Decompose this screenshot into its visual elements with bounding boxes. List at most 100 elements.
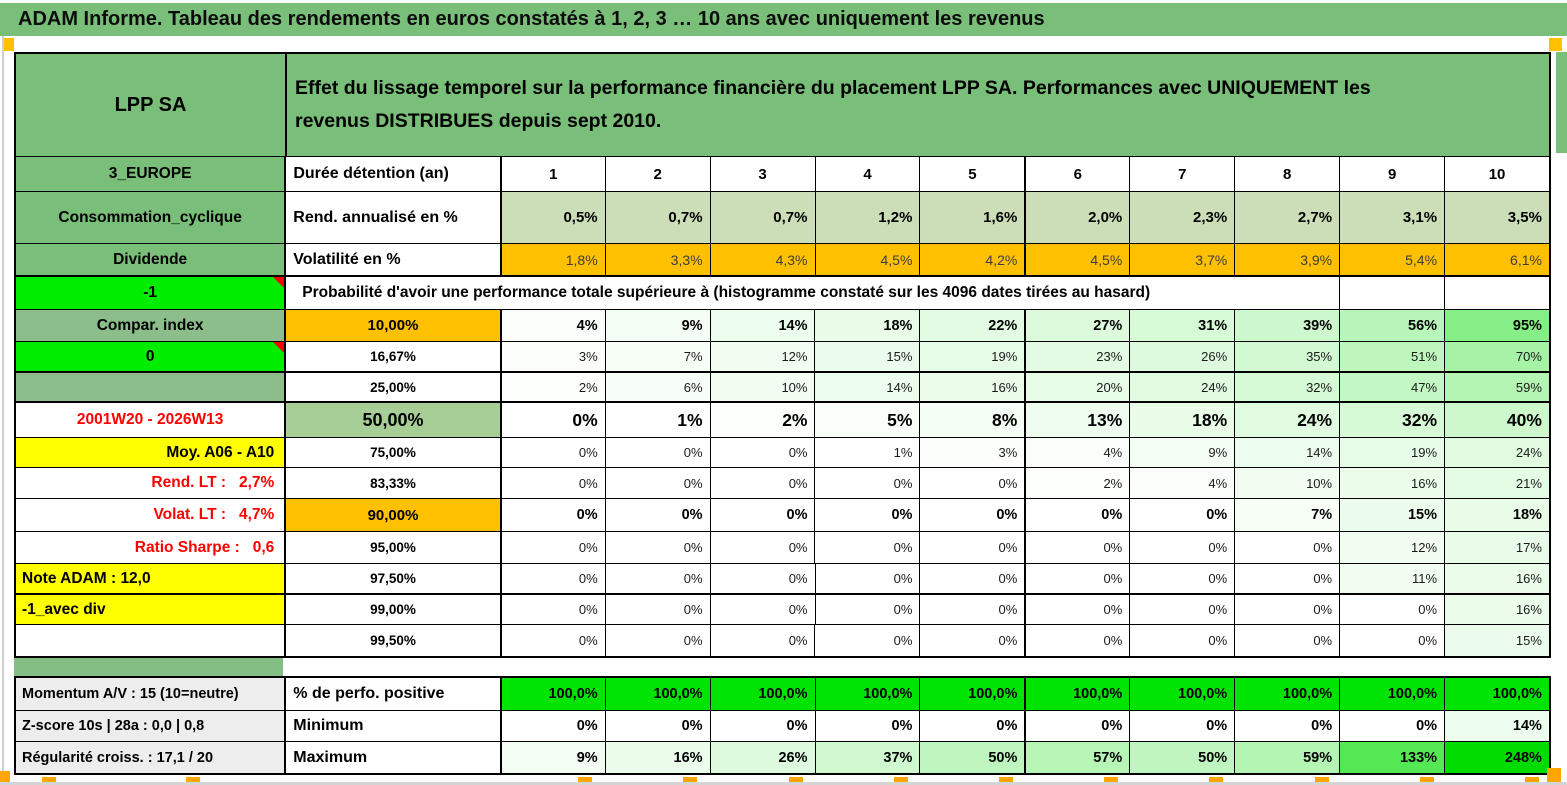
row-label-p16_67[interactable]: 0	[16, 342, 285, 371]
cell-p95-y4[interactable]: 0%	[814, 532, 920, 563]
cell-p75-y1[interactable]: 0%	[499, 438, 605, 467]
row-label-p83_33[interactable]: Rend. LT : 2,7%	[151, 474, 275, 491]
cell-p25-y6[interactable]: 20%	[1024, 373, 1130, 401]
cell-p97_5-y4[interactable]: 0%	[814, 564, 920, 593]
cell-maximum-y10[interactable]: 248%	[1444, 742, 1549, 773]
cell-annualized_return-y9[interactable]: 3,1%	[1339, 192, 1445, 243]
cell-volatility-y6[interactable]: 4,5%	[1024, 244, 1130, 275]
row-header-p10[interactable]: 10,00%	[284, 310, 500, 341]
row-header-p25[interactable]: 25,00%	[284, 373, 499, 401]
row-header-p50[interactable]: 50,00%	[284, 403, 500, 437]
cell-p25-y4[interactable]: 14%	[814, 373, 920, 401]
row-label-minimum[interactable]: Z-score 10s | 28a : 0,0 | 0,8	[16, 711, 285, 741]
cell-p83_33-y2[interactable]: 0%	[604, 468, 710, 498]
cell-p16_67-y3[interactable]: 12%	[709, 342, 815, 371]
cell-minimum-y1[interactable]: 0%	[499, 711, 605, 741]
cell-positive_share-y7[interactable]: 100,0%	[1129, 678, 1235, 710]
cell-positive_share-y8[interactable]: 100,0%	[1234, 678, 1340, 710]
row-label-positive_share[interactable]: Momentum A/V : 15 (10=neutre)	[16, 678, 285, 710]
cell-p50-y6[interactable]: 13%	[1024, 403, 1130, 437]
cell-p97_5-y3[interactable]: 0%	[709, 564, 815, 593]
row-header-duration[interactable]: Durée détention (an)	[284, 157, 499, 191]
cell-p75-y2[interactable]: 0%	[604, 438, 710, 467]
cell-duration-y5[interactable]: 5	[919, 157, 1024, 191]
cell-positive_share-y5[interactable]: 100,0%	[919, 678, 1025, 710]
cell-annualized_return-y7[interactable]: 2,3%	[1129, 192, 1235, 243]
cell-p50-y8[interactable]: 24%	[1234, 403, 1340, 437]
cell-p90-y4[interactable]: 0%	[814, 499, 920, 531]
cell-maximum-y6[interactable]: 57%	[1024, 742, 1130, 773]
cell-p95-y7[interactable]: 0%	[1129, 532, 1235, 563]
cell-p90-y3[interactable]: 0%	[709, 499, 815, 531]
cell-minimum-y7[interactable]: 0%	[1129, 711, 1235, 741]
cell-maximum-y4[interactable]: 37%	[814, 742, 920, 773]
cell-p16_67-y5[interactable]: 19%	[919, 342, 1025, 371]
cell-p99_5-y6[interactable]: 0%	[1024, 625, 1130, 656]
cell-maximum-y8[interactable]: 59%	[1234, 742, 1340, 773]
row-label-maximum[interactable]: Régularité croiss. : 17,1 / 20	[16, 742, 285, 773]
cell-p10-y4[interactable]: 18%	[814, 310, 920, 341]
cell-p10-y5[interactable]: 22%	[919, 310, 1025, 341]
row-header-p99[interactable]: 99,00%	[284, 595, 499, 624]
cell-p10-y9[interactable]: 56%	[1339, 310, 1445, 341]
instrument-name-cell[interactable]: LPP SA	[16, 54, 285, 156]
cell-p90-y8[interactable]: 7%	[1234, 499, 1340, 531]
cell-p75-y8[interactable]: 14%	[1234, 438, 1340, 467]
cell-p16_67-y1[interactable]: 3%	[499, 342, 605, 371]
cell-p75-y6[interactable]: 4%	[1024, 438, 1130, 467]
cell-p25-y8[interactable]: 32%	[1234, 373, 1340, 401]
cell-p99-y2[interactable]: 0%	[604, 595, 710, 624]
cell-maximum-y7[interactable]: 50%	[1129, 742, 1235, 773]
cell-p25-y2[interactable]: 6%	[604, 373, 710, 401]
cell-volatility-y3[interactable]: 4,3%	[709, 244, 815, 275]
cell-p99_5-y9[interactable]: 0%	[1339, 625, 1445, 656]
row-header-p90[interactable]: 90,00%	[284, 499, 500, 531]
cell-p25-y7[interactable]: 24%	[1129, 373, 1235, 401]
row-label-p99_5[interactable]	[16, 625, 284, 656]
row-header-annualized_return[interactable]: Rend. annualisé en %	[284, 192, 499, 243]
cell-minimum-y10[interactable]: 14%	[1444, 711, 1549, 741]
cell-positive_share-y9[interactable]: 100,0%	[1339, 678, 1445, 710]
row-label-volatility[interactable]: Dividende	[16, 244, 285, 275]
cell-p75-y10[interactable]: 24%	[1444, 438, 1549, 467]
cell-p10-y3[interactable]: 14%	[709, 310, 815, 341]
cell-p16_67-y6[interactable]: 23%	[1024, 342, 1130, 371]
cell-p75-y3[interactable]: 0%	[709, 438, 815, 467]
cell-p90-y5[interactable]: 0%	[919, 499, 1025, 531]
cell-p95-y2[interactable]: 0%	[604, 532, 710, 563]
cell-p90-y6[interactable]: 0%	[1024, 499, 1130, 531]
cell-p16_67-y4[interactable]: 15%	[814, 342, 920, 371]
cell-p97_5-y7[interactable]: 0%	[1129, 564, 1235, 593]
cell-p25-y5[interactable]: 16%	[919, 373, 1025, 401]
cell-volatility-y4[interactable]: 4,5%	[814, 244, 920, 275]
cell-p99_5-y2[interactable]: 0%	[604, 625, 710, 656]
cell-positive_share-y6[interactable]: 100,0%	[1024, 678, 1130, 710]
cell-p99-y7[interactable]: 0%	[1129, 595, 1235, 624]
row-label-p99[interactable]: -1_avec div	[16, 595, 285, 624]
cell-p99_5-y3[interactable]: 0%	[709, 625, 815, 656]
cell-p83_33-y3[interactable]: 0%	[709, 468, 815, 498]
cell-annualized_return-y5[interactable]: 1,6%	[919, 192, 1025, 243]
cell-annualized_return-y4[interactable]: 1,2%	[814, 192, 920, 243]
cell-p99-y8[interactable]: 0%	[1234, 595, 1340, 624]
empty-cell-probability_note-9[interactable]	[1339, 277, 1444, 309]
cell-minimum-y8[interactable]: 0%	[1234, 711, 1340, 741]
row-label-p75[interactable]: Moy. A06 - A10	[16, 438, 285, 467]
cell-volatility-y10[interactable]: 6,1%	[1444, 244, 1549, 275]
cell-p99_5-y7[interactable]: 0%	[1129, 625, 1235, 656]
cell-p10-y7[interactable]: 31%	[1129, 310, 1235, 341]
cell-p90-y10[interactable]: 18%	[1444, 499, 1549, 531]
cell-volatility-y2[interactable]: 3,3%	[604, 244, 710, 275]
cell-duration-y10[interactable]: 10	[1444, 157, 1549, 191]
cell-p75-y7[interactable]: 9%	[1129, 438, 1235, 467]
cell-p16_67-y2[interactable]: 7%	[604, 342, 710, 371]
cell-positive_share-y3[interactable]: 100,0%	[709, 678, 815, 710]
cell-p83_33-y1[interactable]: 0%	[499, 468, 605, 498]
cell-p83_33-y5[interactable]: 0%	[919, 468, 1025, 498]
row-label-p50[interactable]: 2001W20 - 2026W13	[76, 411, 224, 428]
cell-p97_5-y10[interactable]: 16%	[1444, 564, 1549, 593]
cell-p90-y1[interactable]: 0%	[499, 499, 605, 531]
cell-p83_33-y6[interactable]: 2%	[1024, 468, 1130, 498]
cell-p16_67-y9[interactable]: 51%	[1339, 342, 1445, 371]
cell-p16_67-y7[interactable]: 26%	[1129, 342, 1235, 371]
